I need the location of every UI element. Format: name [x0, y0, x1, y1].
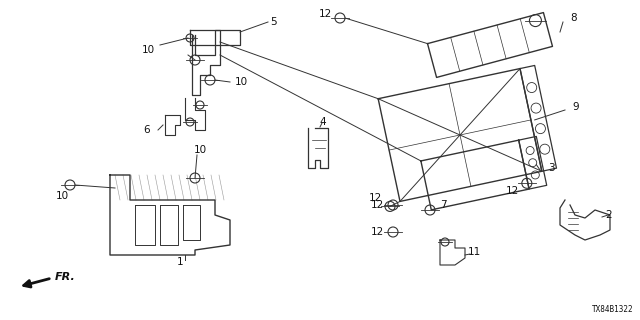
Text: 12: 12 — [371, 200, 384, 210]
Text: 3: 3 — [548, 163, 555, 173]
Text: 8: 8 — [570, 13, 577, 23]
Text: 5: 5 — [270, 17, 276, 27]
Text: 10: 10 — [235, 77, 248, 87]
Text: 12: 12 — [506, 186, 519, 196]
Text: 12: 12 — [371, 227, 384, 237]
Text: 11: 11 — [468, 247, 481, 257]
Text: 9: 9 — [572, 102, 579, 112]
Text: 2: 2 — [605, 210, 612, 220]
Text: 10: 10 — [193, 145, 207, 155]
Text: 4: 4 — [320, 117, 326, 127]
Text: 12: 12 — [319, 9, 332, 19]
Text: 6: 6 — [143, 125, 150, 135]
Text: 1: 1 — [177, 257, 183, 267]
Text: 12: 12 — [369, 193, 382, 204]
Text: FR.: FR. — [55, 272, 76, 282]
Text: 10: 10 — [56, 191, 68, 201]
Text: 10: 10 — [142, 45, 155, 55]
Text: 7: 7 — [440, 200, 447, 210]
Text: TX84B1322: TX84B1322 — [593, 305, 634, 314]
